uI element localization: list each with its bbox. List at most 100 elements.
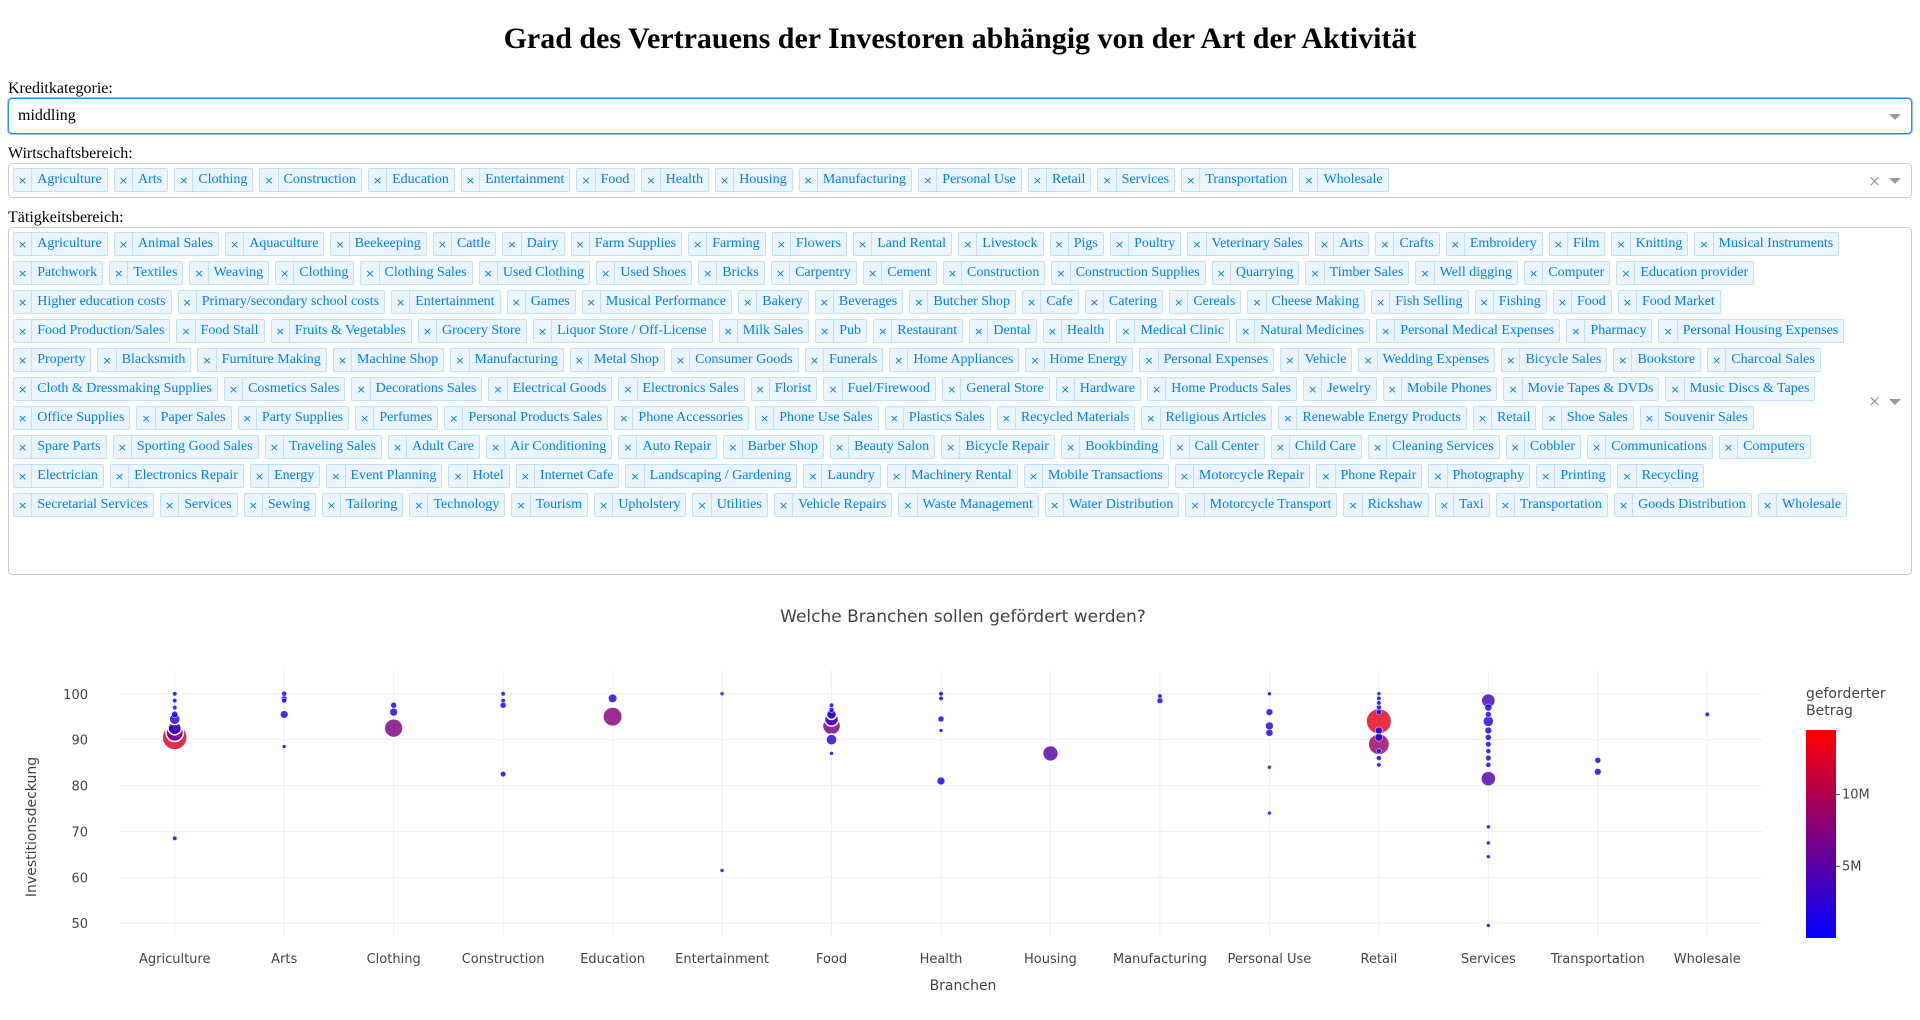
remove-tag-icon[interactable]: ×: [1641, 407, 1659, 429]
remove-tag-icon[interactable]: ×: [1476, 291, 1494, 313]
remove-tag-icon[interactable]: ×: [419, 320, 437, 342]
remove-tag-icon[interactable]: ×: [773, 233, 791, 255]
remove-tag-icon[interactable]: ×: [190, 262, 209, 284]
remove-tag-icon[interactable]: ×: [1377, 320, 1396, 342]
remove-tag-icon[interactable]: ×: [739, 291, 758, 313]
remove-tag-icon[interactable]: ×: [919, 169, 938, 191]
remove-tag-icon[interactable]: ×: [1248, 291, 1267, 313]
remove-tag-icon[interactable]: ×: [1306, 262, 1325, 284]
remove-tag-icon[interactable]: ×: [998, 407, 1016, 429]
remove-tag-icon[interactable]: ×: [854, 233, 873, 255]
remove-tag-icon[interactable]: ×: [724, 436, 743, 458]
remove-tag-icon[interactable]: ×: [14, 291, 33, 313]
remove-tag-icon[interactable]: ×: [334, 349, 353, 371]
remove-tag-icon[interactable]: ×: [1369, 436, 1388, 458]
remove-tag-icon[interactable]: ×: [179, 291, 197, 313]
chevron-down-icon[interactable]: [1889, 114, 1901, 120]
remove-tag-icon[interactable]: ×: [508, 291, 526, 313]
remove-tag-icon[interactable]: ×: [225, 378, 244, 400]
remove-tag-icon[interactable]: ×: [824, 378, 843, 400]
remove-tag-icon[interactable]: ×: [115, 169, 133, 191]
remove-tag-icon[interactable]: ×: [1140, 349, 1159, 371]
remove-tag-icon[interactable]: ×: [1279, 407, 1298, 429]
remove-tag-icon[interactable]: ×: [888, 465, 907, 487]
remove-tag-icon[interactable]: ×: [831, 436, 850, 458]
remove-tag-icon[interactable]: ×: [98, 349, 117, 371]
remove-tag-icon[interactable]: ×: [260, 169, 279, 191]
remove-tag-icon[interactable]: ×: [756, 407, 775, 429]
remove-tag-icon[interactable]: ×: [489, 378, 508, 400]
remove-tag-icon[interactable]: ×: [1051, 233, 1069, 255]
remove-tag-icon[interactable]: ×: [1416, 262, 1435, 284]
remove-tag-icon[interactable]: ×: [1384, 378, 1402, 400]
remove-tag-icon[interactable]: ×: [14, 169, 33, 191]
remove-tag-icon[interactable]: ×: [137, 407, 156, 429]
remove-tag-icon[interactable]: ×: [619, 436, 638, 458]
remove-tag-icon[interactable]: ×: [1612, 233, 1631, 255]
kredit-dropdown[interactable]: middling: [8, 98, 1912, 134]
remove-tag-icon[interactable]: ×: [619, 378, 638, 400]
remove-tag-icon[interactable]: ×: [1213, 262, 1231, 284]
remove-tag-icon[interactable]: ×: [970, 320, 989, 342]
remove-tag-icon[interactable]: ×: [1086, 291, 1104, 313]
remove-tag-icon[interactable]: ×: [389, 436, 408, 458]
remove-tag-icon[interactable]: ×: [14, 262, 33, 284]
remove-tag-icon[interactable]: ×: [572, 233, 590, 255]
remove-tag-icon[interactable]: ×: [1614, 349, 1633, 371]
remove-tag-icon[interactable]: ×: [1708, 349, 1727, 371]
remove-tag-icon[interactable]: ×: [480, 262, 498, 284]
remove-tag-icon[interactable]: ×: [177, 320, 196, 342]
remove-tag-icon[interactable]: ×: [110, 262, 129, 284]
remove-tag-icon[interactable]: ×: [1026, 349, 1045, 371]
remove-tag-icon[interactable]: ×: [1617, 262, 1636, 284]
remove-tag-icon[interactable]: ×: [1117, 320, 1136, 342]
remove-tag-icon[interactable]: ×: [1176, 465, 1194, 487]
chevron-down-icon[interactable]: [1889, 178, 1901, 184]
remove-tag-icon[interactable]: ×: [1170, 291, 1189, 313]
remove-tag-icon[interactable]: ×: [1148, 378, 1167, 400]
remove-tag-icon[interactable]: ×: [1052, 262, 1071, 284]
remove-tag-icon[interactable]: ×: [1186, 494, 1205, 516]
remove-tag-icon[interactable]: ×: [1316, 233, 1335, 255]
remove-tag-icon[interactable]: ×: [462, 169, 481, 191]
remove-tag-icon[interactable]: ×: [699, 262, 718, 284]
remove-tag-icon[interactable]: ×: [161, 494, 180, 516]
remove-tag-icon[interactable]: ×: [1447, 233, 1465, 255]
remove-tag-icon[interactable]: ×: [361, 262, 380, 284]
remove-tag-icon[interactable]: ×: [392, 291, 411, 313]
remove-tag-icon[interactable]: ×: [1372, 291, 1391, 313]
remove-tag-icon[interactable]: ×: [1044, 320, 1062, 342]
remove-tag-icon[interactable]: ×: [14, 407, 33, 429]
remove-tag-icon[interactable]: ×: [775, 494, 794, 516]
remove-tag-icon[interactable]: ×: [1304, 378, 1323, 400]
remove-tag-icon[interactable]: ×: [642, 169, 661, 191]
remove-tag-icon[interactable]: ×: [944, 262, 963, 284]
remove-tag-icon[interactable]: ×: [434, 233, 452, 255]
remove-tag-icon[interactable]: ×: [1171, 436, 1190, 458]
remove-tag-icon[interactable]: ×: [239, 407, 257, 429]
remove-tag-icon[interactable]: ×: [689, 233, 708, 255]
remove-tag-icon[interactable]: ×: [1359, 349, 1378, 371]
remove-tag-icon[interactable]: ×: [1029, 169, 1047, 191]
remove-tag-icon[interactable]: ×: [1502, 349, 1521, 371]
remove-tag-icon[interactable]: ×: [331, 233, 350, 255]
remove-tag-icon[interactable]: ×: [14, 465, 33, 487]
remove-tag-icon[interactable]: ×: [816, 291, 834, 313]
remove-tag-icon[interactable]: ×: [1344, 494, 1363, 516]
remove-tag-icon[interactable]: ×: [1659, 320, 1678, 342]
remove-tag-icon[interactable]: ×: [1666, 378, 1685, 400]
remove-tag-icon[interactable]: ×: [534, 320, 553, 342]
remove-tag-icon[interactable]: ×: [571, 349, 589, 371]
remove-tag-icon[interactable]: ×: [114, 436, 132, 458]
chevron-down-icon[interactable]: [1889, 399, 1901, 405]
remove-tag-icon[interactable]: ×: [1504, 378, 1523, 400]
remove-tag-icon[interactable]: ×: [410, 494, 429, 516]
remove-tag-icon[interactable]: ×: [1497, 494, 1515, 516]
remove-tag-icon[interactable]: ×: [503, 233, 522, 255]
remove-tag-icon[interactable]: ×: [1188, 233, 1207, 255]
remove-tag-icon[interactable]: ×: [800, 169, 818, 191]
remove-tag-icon[interactable]: ×: [14, 320, 33, 342]
remove-tag-icon[interactable]: ×: [449, 465, 468, 487]
remove-tag-icon[interactable]: ×: [276, 262, 295, 284]
remove-tag-icon[interactable]: ×: [111, 465, 130, 487]
